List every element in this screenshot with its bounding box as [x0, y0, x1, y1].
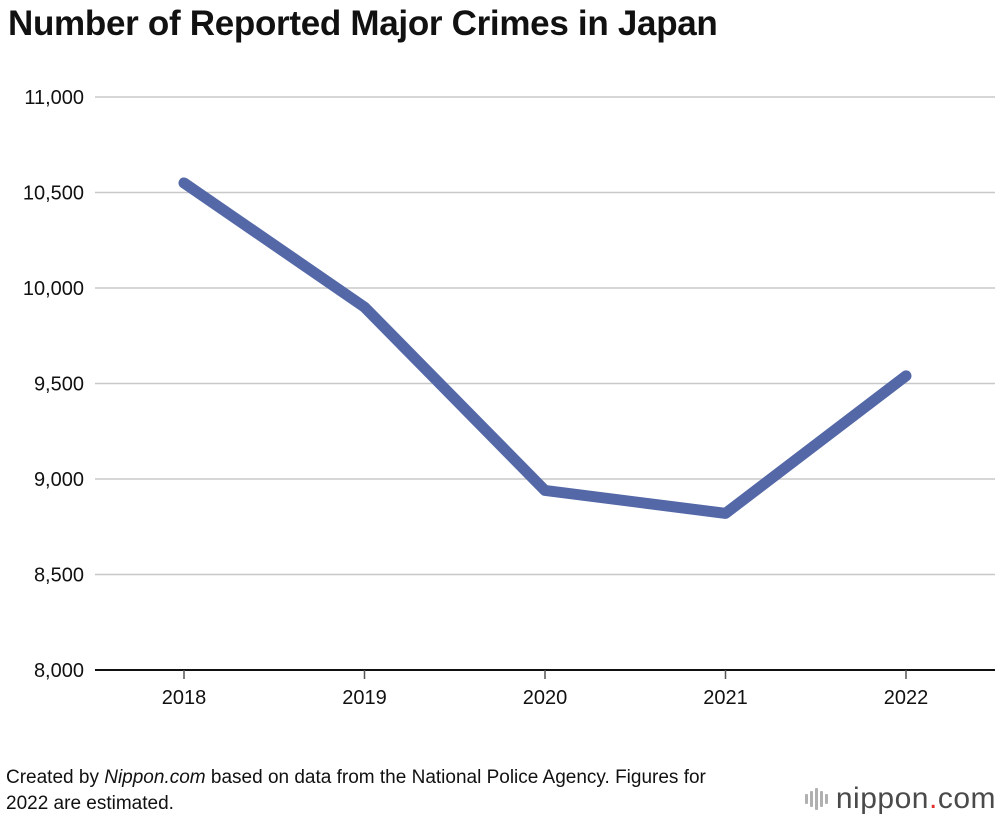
- logo-bars-icon: [804, 788, 828, 810]
- y-tick-label: 11,000: [24, 87, 84, 109]
- x-axis: 2018 2019 2020 2021 2022: [95, 669, 995, 709]
- footnote-suffix: based on data from the National Police A…: [6, 767, 706, 814]
- series-line: [178, 177, 912, 519]
- x-tick-label: 2022: [884, 687, 929, 709]
- line-chart: 8,000 8,500 9,000 9,500 10,000 10,500 11,000 2…: [23, 87, 995, 709]
- x-tick-label: 2021: [703, 687, 748, 709]
- logo-tld: com: [937, 782, 996, 815]
- chart-footnote: Created by Nippon.com based on data from…: [6, 765, 746, 817]
- logo-dot: .: [928, 782, 938, 815]
- y-tick-label: 8,000: [34, 660, 84, 682]
- y-tick-label: 10,000: [23, 278, 84, 300]
- y-tick-label: 8,500: [34, 565, 84, 587]
- gridlines: [95, 96, 995, 576]
- y-tick-label: 9,000: [34, 469, 84, 491]
- footnote-source: Nippon.com: [104, 767, 206, 788]
- logo-wordmark: nippon: [835, 782, 929, 815]
- x-tick-label: 2020: [523, 687, 568, 709]
- series-group: [178, 177, 912, 519]
- y-axis-ticks: 8,000 8,500 9,000 9,500 10,000 10,500 11,000: [23, 87, 84, 682]
- footnote-prefix: Created by: [6, 767, 105, 788]
- chart-title: Number of Reported Major Crimes in Japan: [8, 4, 718, 43]
- y-tick-label: 9,500: [34, 374, 84, 396]
- x-tick-label: 2018: [162, 687, 207, 709]
- nippon-logo: nippon. com: [804, 782, 996, 816]
- y-tick-label: 10,500: [23, 183, 84, 205]
- x-tick-label: 2019: [342, 687, 387, 709]
